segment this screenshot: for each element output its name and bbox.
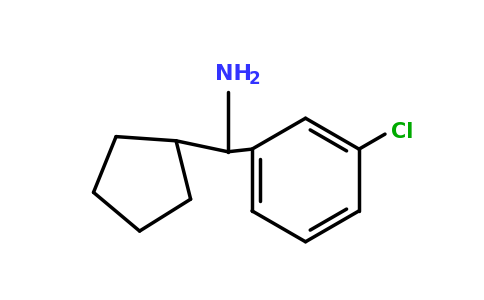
Text: 2: 2 <box>249 70 260 88</box>
Text: NH: NH <box>215 64 252 84</box>
Text: Cl: Cl <box>392 122 414 142</box>
